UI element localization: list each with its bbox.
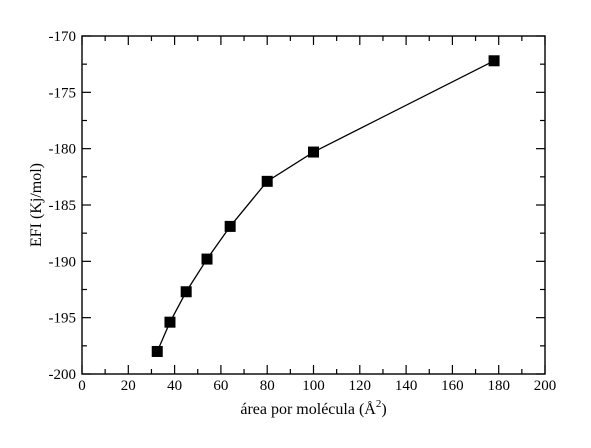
x-tick-label: 120 bbox=[349, 378, 372, 394]
tick-labels: 0 20 40 60 80 100 120 140 160 180 200 -200 -195 -190 -… bbox=[49, 29, 557, 394]
data-point-marker bbox=[151, 345, 163, 357]
data-point-marker bbox=[224, 220, 236, 232]
y-tick-label: -190 bbox=[49, 254, 77, 270]
y-tick-label: -170 bbox=[49, 29, 77, 45]
x-tick-label: 200 bbox=[534, 378, 557, 394]
data-point-marker bbox=[164, 316, 176, 328]
x-tick-label: 80 bbox=[260, 378, 275, 394]
x-tick-label: 160 bbox=[441, 378, 464, 394]
series-layer bbox=[151, 55, 500, 357]
y-tick-label: -195 bbox=[49, 311, 77, 327]
y-tick-label: -185 bbox=[49, 198, 77, 214]
y-tick-label: -180 bbox=[49, 142, 77, 158]
x-axis-label: área por molécula (Å2) bbox=[240, 398, 386, 418]
data-point-marker bbox=[201, 253, 213, 265]
series-line bbox=[156, 60, 495, 352]
x-tick-label: 40 bbox=[167, 378, 182, 394]
x-axis-label-main: área por molécula (Å bbox=[240, 400, 376, 418]
data-point-marker bbox=[308, 146, 319, 158]
x-tick-label: 60 bbox=[213, 378, 228, 394]
x-tick-label: 0 bbox=[78, 378, 86, 394]
x-tick-label: 100 bbox=[302, 378, 325, 394]
y-tick-label: -200 bbox=[49, 367, 77, 383]
x-tick-label: 180 bbox=[487, 378, 510, 394]
x-axis-label-superscript: 2 bbox=[376, 398, 382, 410]
data-point-marker bbox=[488, 55, 500, 67]
data-point-marker bbox=[180, 286, 192, 298]
axis-ticks bbox=[81, 35, 546, 375]
plot-frame bbox=[81, 35, 546, 375]
x-tick-label: 140 bbox=[395, 378, 418, 394]
data-point-marker bbox=[261, 175, 273, 187]
y-tick-label: -175 bbox=[49, 85, 77, 101]
y-axis-label: EFI (Kj/mol) bbox=[28, 163, 45, 247]
x-axis-label-suffix: ) bbox=[381, 401, 386, 418]
x-tick-label: 20 bbox=[121, 378, 136, 394]
